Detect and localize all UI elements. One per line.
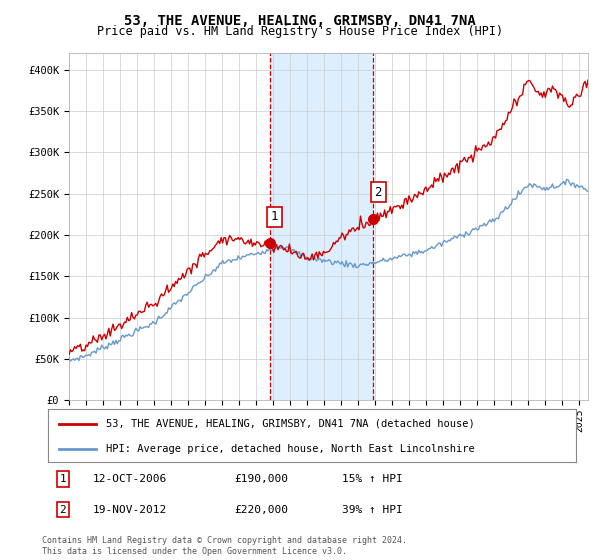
- Text: 19-NOV-2012: 19-NOV-2012: [93, 505, 167, 515]
- Text: HPI: Average price, detached house, North East Lincolnshire: HPI: Average price, detached house, Nort…: [106, 444, 475, 454]
- Text: 1: 1: [271, 211, 278, 223]
- Bar: [269, 53, 373, 400]
- Text: 2: 2: [374, 185, 382, 199]
- Text: Price paid vs. HM Land Registry's House Price Index (HPI): Price paid vs. HM Land Registry's House …: [97, 25, 503, 38]
- Text: 12-OCT-2006: 12-OCT-2006: [93, 474, 167, 484]
- Text: 53, THE AVENUE, HEALING, GRIMSBY, DN41 7NA (detached house): 53, THE AVENUE, HEALING, GRIMSBY, DN41 7…: [106, 419, 475, 429]
- Text: 53, THE AVENUE, HEALING, GRIMSBY, DN41 7NA: 53, THE AVENUE, HEALING, GRIMSBY, DN41 7…: [124, 14, 476, 28]
- Text: 39% ↑ HPI: 39% ↑ HPI: [342, 505, 403, 515]
- Text: 1: 1: [59, 474, 67, 484]
- Text: £190,000: £190,000: [234, 474, 288, 484]
- Text: £220,000: £220,000: [234, 505, 288, 515]
- Text: 2: 2: [59, 505, 67, 515]
- Text: 15% ↑ HPI: 15% ↑ HPI: [342, 474, 403, 484]
- Text: Contains HM Land Registry data © Crown copyright and database right 2024.
This d: Contains HM Land Registry data © Crown c…: [42, 536, 407, 556]
